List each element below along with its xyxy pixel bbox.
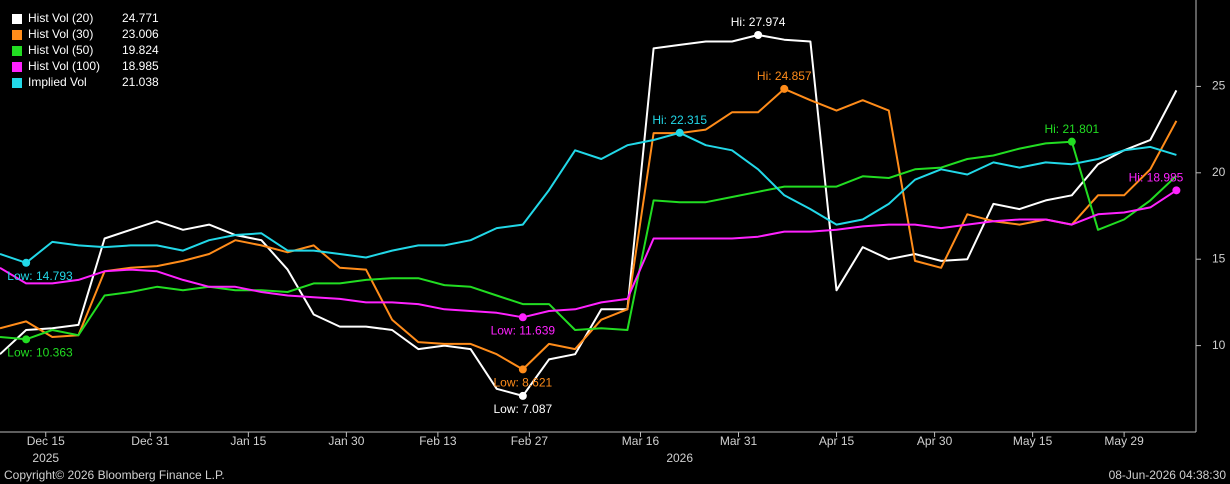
- x-tick-label: Apr 15: [819, 434, 855, 448]
- legend-value: 23.006: [122, 27, 159, 41]
- extreme-label: Hi: 24.857: [757, 69, 812, 83]
- legend-value: 18.985: [122, 59, 159, 73]
- extreme-marker: [1067, 137, 1076, 146]
- series-line: [0, 34, 1178, 397]
- extreme-label: Hi: 18.985: [1129, 171, 1184, 185]
- extreme-marker: [22, 258, 31, 267]
- extreme-marker: [780, 84, 789, 93]
- legend-swatch: [12, 14, 22, 24]
- x-tick-label: Apr 30: [917, 434, 953, 448]
- year-label: 2025: [32, 451, 59, 465]
- x-tick-label: Dec 31: [131, 434, 169, 448]
- extreme-marker: [518, 313, 527, 322]
- x-tick-label: Dec 15: [27, 434, 65, 448]
- extreme-label: Low: 10.363: [7, 345, 73, 359]
- x-tick-label: Mar 16: [622, 434, 660, 448]
- extreme-marker: [22, 335, 31, 344]
- legend-swatch: [12, 30, 22, 40]
- extreme-label: Low: 7.087: [493, 402, 552, 416]
- extreme-label: Low: 8.621: [493, 376, 552, 390]
- extreme-marker: [1172, 186, 1181, 195]
- x-tick-label: May 15: [1013, 434, 1053, 448]
- legend-swatch: [12, 78, 22, 88]
- series-line: [0, 189, 1177, 319]
- extreme-marker: [518, 391, 527, 400]
- extreme-label: Hi: 27.974: [731, 15, 786, 29]
- legend-box: [6, 8, 166, 92]
- extreme-label: Hi: 22.315: [652, 113, 707, 127]
- extreme-label: Low: 11.639: [491, 323, 556, 337]
- legend-label: Hist Vol (50): [28, 43, 93, 57]
- legend-label: Hist Vol (100): [28, 59, 100, 73]
- legend-swatch: [12, 62, 22, 72]
- series-line: [0, 131, 1177, 264]
- extreme-label: Low: 14.793: [7, 269, 73, 283]
- year-label: 2026: [666, 451, 693, 465]
- y-tick-label: 15: [1212, 251, 1226, 265]
- x-tick-label: Jan 30: [328, 434, 364, 448]
- legend-label: Hist Vol (20): [28, 11, 93, 25]
- series-line: [0, 87, 1178, 371]
- legend-swatch: [12, 46, 22, 56]
- timestamp: 08-Jun-2026 04:38:30: [1109, 468, 1227, 482]
- legend-label: Hist Vol (30): [28, 27, 93, 41]
- x-tick-label: Feb 27: [511, 434, 549, 448]
- extreme-marker: [518, 365, 527, 374]
- extreme-marker: [675, 128, 684, 137]
- legend-value: 24.771: [122, 11, 159, 25]
- y-tick-label: 20: [1212, 165, 1226, 179]
- legend: Hist Vol (20) 24.771 Hist Vol (30) 23.006 Hi…: [6, 8, 166, 92]
- legend-label: Implied Vol: [28, 75, 87, 89]
- copyright: Copyright© 2026 Bloomberg Finance L.P.: [4, 468, 225, 482]
- y-tick-label: 10: [1212, 338, 1226, 352]
- x-tick-label: May 29: [1104, 434, 1144, 448]
- y-tick-label: 25: [1212, 79, 1226, 93]
- extreme-label: Hi: 21.801: [1044, 122, 1099, 136]
- x-tick-label: Feb 13: [419, 434, 457, 448]
- legend-value: 19.824: [122, 43, 159, 57]
- extreme-marker: [754, 31, 763, 40]
- x-tick-label: Mar 31: [720, 434, 758, 448]
- series-line: [0, 140, 1178, 341]
- legend-value: 21.038: [122, 75, 159, 89]
- x-tick-label: Jan 15: [230, 434, 266, 448]
